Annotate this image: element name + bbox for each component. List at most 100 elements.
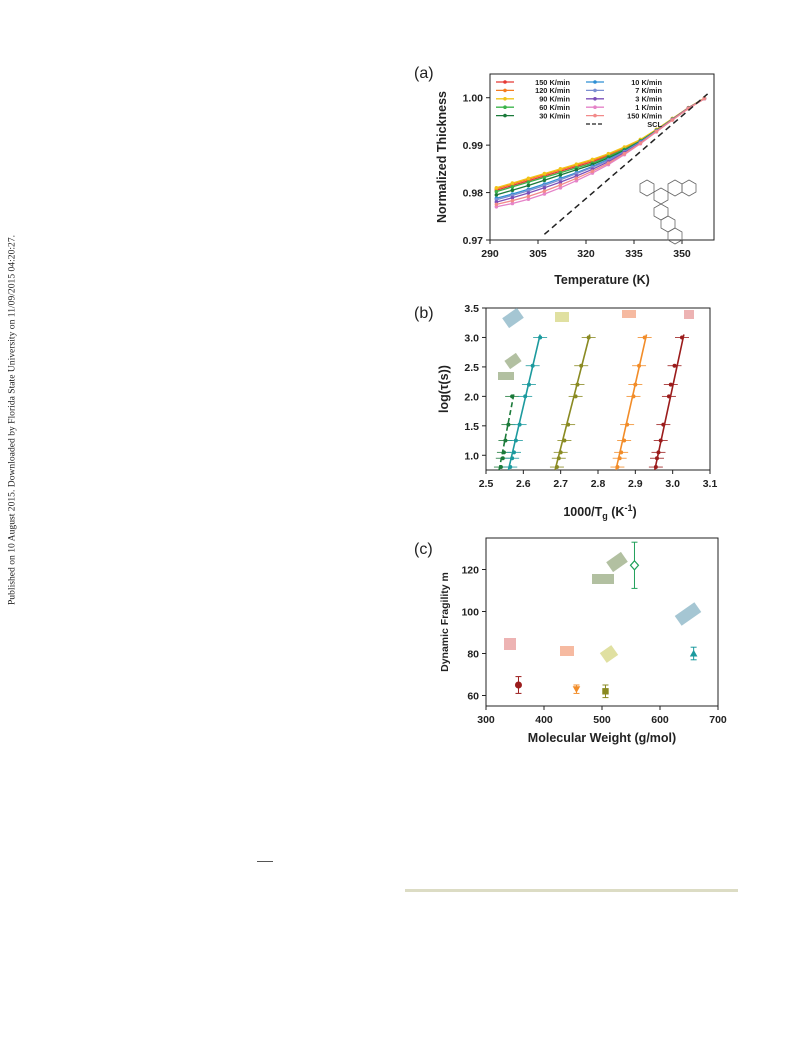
series-point — [510, 198, 515, 203]
series-point — [574, 168, 579, 172]
data-point — [523, 394, 528, 399]
panel-c-xtick-label: 600 — [651, 714, 669, 726]
point-1 — [572, 686, 581, 693]
series-point — [542, 178, 547, 183]
data-point — [668, 382, 673, 387]
legend-marker — [593, 113, 597, 118]
series-point — [574, 176, 579, 181]
data-point — [653, 465, 658, 470]
series-point — [574, 162, 579, 166]
data-point — [633, 382, 638, 387]
panel-a-label: (a) — [414, 65, 434, 82]
panel-c-xlabel: Molecular Weight (g/mol) — [528, 731, 676, 745]
data-point — [617, 456, 622, 461]
series-point — [558, 173, 563, 177]
fit-line-2 — [554, 334, 591, 471]
panel-a: (a) 290 305 320 335 350 0.97 0.98 0.99 1.00 150 … — [414, 65, 715, 287]
panel-b-ticks: 2.5 2.6 2.7 2.8 2.9 3.0 3.1 1.0 1.5 2.0 2.5 3.0 3.5 — [464, 303, 717, 490]
legend-label: 150 K/min — [535, 78, 570, 87]
data-point — [586, 335, 591, 340]
legend-label: 7 K/min — [635, 86, 662, 95]
panel-b-frame — [485, 307, 711, 471]
panel-b: (b) 2.5 2.6 2.7 2.8 2.9 3.0 3.1 1.0 1.5 2.0 2.5 3.0… — [414, 303, 717, 521]
panel-b-ytick-label: 2.5 — [464, 362, 479, 374]
figure-svg: (a) 290 305 320 335 350 0.97 0.98 0.99 1.00 150 … — [414, 65, 727, 745]
data-point — [615, 465, 620, 470]
series-point — [510, 181, 515, 185]
series-point — [590, 157, 595, 162]
legend-label: 120 K/min — [535, 86, 570, 95]
legend-marker — [593, 88, 597, 93]
data-point — [554, 465, 559, 470]
data-point — [506, 422, 511, 427]
data-point — [656, 450, 661, 455]
data-point — [517, 422, 522, 427]
panel-c-ytick-label: 80 — [467, 649, 479, 661]
data-point — [498, 465, 503, 470]
footnote-rule — [257, 861, 273, 862]
panel-c-ytick-label: 100 — [461, 607, 479, 619]
panel-c-xtick-label: 500 — [593, 714, 611, 726]
panel-c-ytick-label: 60 — [467, 691, 479, 703]
panel-a-ytick-label: 0.99 — [463, 140, 484, 152]
panel-a-xtick-label: 335 — [625, 248, 643, 260]
panel-b-ytick-label: 1.0 — [464, 450, 479, 462]
data-point — [556, 456, 561, 461]
data-point — [562, 438, 567, 443]
data-point — [637, 363, 642, 368]
panel-b-xtick-label: 2.7 — [553, 478, 568, 490]
panel-a-xtick-label: 320 — [577, 248, 595, 260]
panel-a-ylabel: Normalized Thickness — [435, 91, 449, 223]
data-point — [573, 394, 578, 399]
panel-c-ylabel: Dynamic Fragility m — [439, 572, 451, 672]
legend-marker — [593, 97, 597, 101]
sidebar-provenance: Published on 10 August 2015. Downloaded … — [0, 0, 24, 1039]
series-point — [558, 183, 563, 187]
data-point — [500, 456, 505, 461]
data-point — [666, 394, 671, 399]
legend-label: 1 K/min — [635, 103, 662, 112]
series-point — [558, 167, 563, 171]
panel-a-series — [494, 93, 709, 235]
panel-a-ticks: 290 305 320 335 350 0.97 0.98 0.99 1.00 — [463, 93, 691, 260]
series-point — [558, 186, 563, 190]
panel-b-xtick-label: 2.5 — [479, 478, 494, 490]
panel-b-xtick-label: 3.1 — [703, 478, 718, 490]
series-point — [590, 169, 595, 174]
panel-b-xlabel: 1000/Tg (K-1) — [563, 503, 636, 521]
panel-a-xtick-label: 290 — [481, 248, 499, 260]
series-point — [526, 180, 531, 184]
data-point — [672, 363, 677, 368]
data-point — [642, 335, 647, 340]
legend-marker — [593, 105, 597, 109]
data-point — [526, 382, 531, 387]
series-point — [638, 141, 643, 146]
data-point — [680, 335, 684, 340]
panel-b-ytick-label: 2.0 — [464, 391, 479, 403]
data-point — [510, 456, 515, 461]
data-point — [654, 456, 659, 461]
series-line-10 — [543, 93, 709, 235]
data-point — [530, 363, 535, 368]
data-point — [501, 450, 506, 455]
legend-label: 10 K/min — [631, 78, 662, 87]
data-point — [631, 394, 636, 399]
legend-marker — [503, 105, 507, 109]
panel-b-ytick-label: 1.5 — [464, 421, 479, 433]
series-point — [542, 189, 547, 193]
data-point — [625, 422, 630, 427]
fit-line-0 — [498, 393, 515, 471]
data-point — [513, 438, 518, 443]
data-point — [566, 422, 571, 427]
legend-label: 150 K/min — [627, 111, 662, 120]
legend-label: 90 K/min — [539, 95, 570, 104]
series-point — [542, 186, 547, 190]
panel-c-points — [514, 541, 698, 699]
panel-a-frame — [489, 73, 715, 241]
panel-a-xtick-label: 305 — [529, 248, 547, 260]
series-point — [606, 161, 611, 165]
data-point — [661, 422, 666, 427]
data-point — [658, 438, 663, 443]
series-line-9 — [496, 98, 705, 206]
